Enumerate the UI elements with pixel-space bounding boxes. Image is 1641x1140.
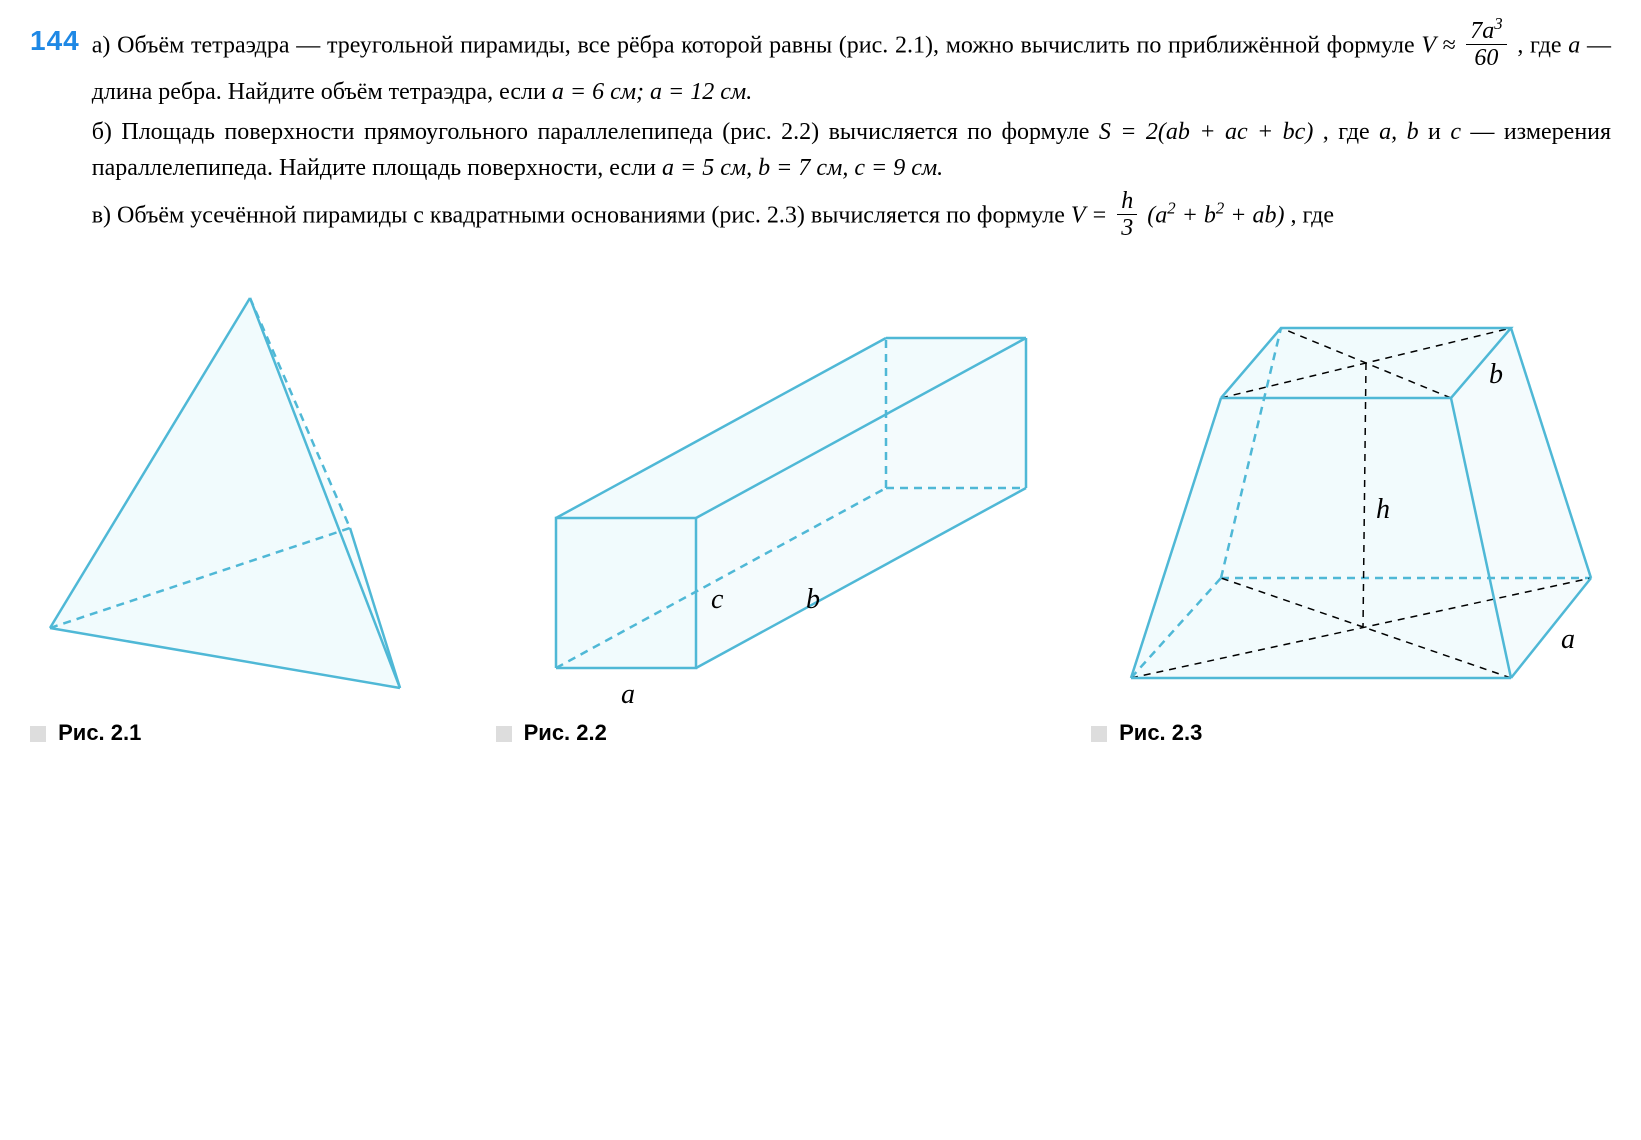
- part-c-text1: Объём усечённой пирамиды с квадратными о…: [117, 202, 1071, 228]
- fig2-label-c: c: [711, 584, 724, 615]
- caption-marker-icon: [496, 726, 512, 742]
- frac-c-bot: 3: [1117, 215, 1137, 241]
- part-a-cond1: a = 6 см;: [552, 79, 650, 105]
- part-c-formula-lhs: V =: [1071, 202, 1107, 228]
- part-b-formula: S = 2(ab + ac + bc): [1099, 119, 1313, 145]
- caption-marker-icon: [1091, 726, 1107, 742]
- part-a-formula-lhs: V ≈: [1421, 32, 1455, 58]
- part-c-plus-ab: + ab): [1230, 202, 1284, 228]
- figure-2-2: a b c Рис. 2.2: [496, 308, 1056, 749]
- caption-2-3: Рис. 2.3: [1091, 716, 1611, 749]
- problem-144: 144 а) Объём тетраэдра — треугольной пир…: [30, 20, 1611, 248]
- part-c-sup2b: 2: [1216, 198, 1224, 217]
- parallelepiped-svg: a b c: [496, 308, 1056, 708]
- part-b-vars: a, b: [1379, 119, 1418, 145]
- part-c-sup2a: 2: [1167, 198, 1175, 217]
- part-c-plus-b: + b: [1182, 202, 1216, 228]
- part-c: в) Объём усечённой пирамиды с квадратным…: [92, 190, 1611, 244]
- figure-2-1: Рис. 2.1: [30, 278, 460, 749]
- fig3-label-b: b: [1489, 359, 1503, 390]
- part-c-open: (a: [1147, 202, 1167, 228]
- frustum-svg: a b h: [1091, 278, 1611, 708]
- caption-2-2-text: Рис. 2.2: [524, 720, 607, 745]
- fig2-label-a: a: [621, 679, 635, 708]
- part-b: б) Площадь поверхности прямоугольного па…: [92, 114, 1611, 186]
- part-b-var-c: c: [1450, 119, 1461, 145]
- figure-2-3: a b h Рис. 2.3: [1091, 278, 1611, 749]
- frac-c-top: h: [1117, 188, 1137, 215]
- part-c-fraction: h 3: [1117, 188, 1137, 242]
- part-b-label: б): [92, 119, 112, 145]
- caption-marker-icon: [30, 726, 46, 742]
- part-b-text3: и: [1428, 119, 1450, 145]
- tetrahedron-svg: [30, 278, 460, 708]
- caption-2-1: Рис. 2.1: [30, 716, 460, 749]
- frac-a-bot: 60: [1466, 45, 1506, 71]
- frac-a-top: 7a: [1470, 18, 1494, 44]
- part-b-text1: Площадь поверхности прямоугольного парал…: [121, 119, 1098, 145]
- figures-row: Рис. 2.1 a b c Рис.: [30, 278, 1611, 749]
- part-a-label: а): [92, 32, 111, 58]
- part-a: а) Объём тетраэдра — треугольной пирамид…: [92, 20, 1611, 110]
- part-a-fraction: 7a3 60: [1466, 18, 1506, 72]
- part-c-text2: , где: [1290, 202, 1334, 228]
- frac-a-top-sup: 3: [1494, 14, 1502, 33]
- part-a-text2: , где: [1517, 32, 1568, 58]
- part-b-cond: a = 5 см, b = 7 см, c = 9 см.: [662, 155, 943, 181]
- part-c-label: в): [92, 202, 111, 228]
- problem-body: а) Объём тетраэдра — треугольной пирамид…: [92, 20, 1611, 248]
- caption-2-1-text: Рис. 2.1: [58, 720, 141, 745]
- part-a-var-a: a: [1568, 32, 1580, 58]
- caption-2-3-text: Рис. 2.3: [1119, 720, 1202, 745]
- caption-2-2: Рис. 2.2: [496, 716, 1056, 749]
- part-a-cond2: a = 12 см.: [650, 79, 752, 105]
- fig3-label-a: a: [1561, 624, 1575, 655]
- fig2-label-b: b: [806, 584, 820, 615]
- fig3-label-h: h: [1376, 494, 1390, 525]
- part-a-text1: Объём тетраэдра — треугольной пирамиды, …: [117, 32, 1421, 58]
- problem-number: 144: [30, 20, 80, 62]
- part-b-text2: , где: [1323, 119, 1379, 145]
